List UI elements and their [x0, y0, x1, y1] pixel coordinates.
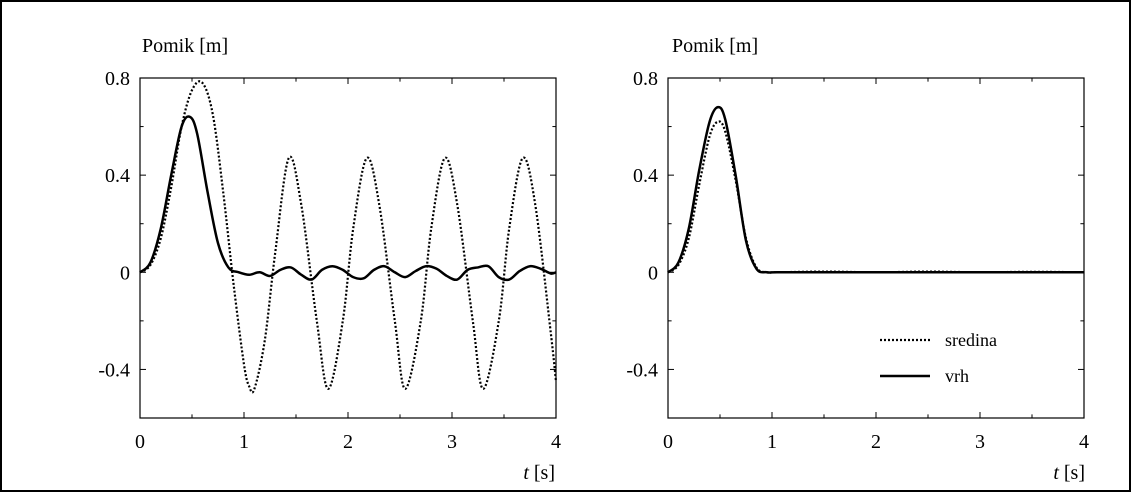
- left-chart: Pomik [m] 0.8 0.4 0 -0.4 0 1 2 3 4 t [s]: [98, 35, 561, 484]
- right-axes-box: [667, 77, 1085, 419]
- right-series-vrh: [667, 105, 1084, 274]
- left-xtick-label: 0: [135, 431, 145, 453]
- right-ylabel: Pomik [m]: [672, 35, 758, 57]
- right-xtick-label: 1: [767, 431, 777, 453]
- left-ytick-label: 0: [120, 262, 130, 284]
- left-xtick-label: 2: [343, 431, 353, 453]
- right-ytick-label: -0.4: [626, 359, 658, 381]
- right-ticks: [667, 77, 1085, 419]
- left-series-sredina: [139, 80, 558, 394]
- right-xlabel-var: t: [1053, 462, 1059, 484]
- right-xtick-label: 2: [871, 431, 881, 453]
- right-xtick-label: 3: [975, 431, 985, 453]
- right-ytick-label: 0.4: [633, 165, 658, 187]
- left-xtick-label: 1: [239, 431, 249, 453]
- right-xlabel: t [s]: [1053, 462, 1085, 484]
- right-xtick-labels: 0 1 2 3 4: [663, 431, 1089, 453]
- legend-label-sredina: sredina: [945, 330, 997, 350]
- left-xtick-label: 3: [447, 431, 457, 453]
- legend-label-vrh: vrh: [945, 366, 969, 386]
- right-ytick-labels: 0.8 0.4 0 -0.4: [626, 68, 658, 381]
- left-series-vrh: [139, 115, 557, 282]
- right-xlabel-unit: [s]: [1064, 462, 1085, 484]
- left-axes-box: [139, 77, 557, 419]
- right-xtick-label: 4: [1079, 431, 1089, 453]
- left-series: [139, 80, 558, 394]
- left-ylabel: Pomik [m]: [142, 35, 228, 57]
- left-xlabel-var: t: [523, 462, 529, 484]
- right-series: [667, 105, 1085, 274]
- left-ytick-label: 0.8: [105, 68, 130, 90]
- right-ytick-label: 0.8: [633, 68, 658, 90]
- left-ytick-label: -0.4: [98, 359, 130, 381]
- left-xlabel-unit: [s]: [534, 462, 555, 484]
- left-xtick-label: 4: [551, 431, 561, 453]
- right-xtick-label: 0: [663, 431, 673, 453]
- left-plot-area: [139, 77, 557, 419]
- right-ytick-label: 0: [648, 262, 658, 284]
- legend: sredina vrh: [880, 330, 997, 386]
- left-ytick-label: 0.4: [105, 165, 130, 187]
- left-ytick-labels: 0.8 0.4 0 -0.4: [98, 68, 130, 381]
- left-ticks: [139, 77, 557, 419]
- left-xlabel: t [s]: [523, 462, 555, 484]
- right-plot-area: [667, 77, 1085, 419]
- left-xtick-labels: 0 1 2 3 4: [135, 431, 561, 453]
